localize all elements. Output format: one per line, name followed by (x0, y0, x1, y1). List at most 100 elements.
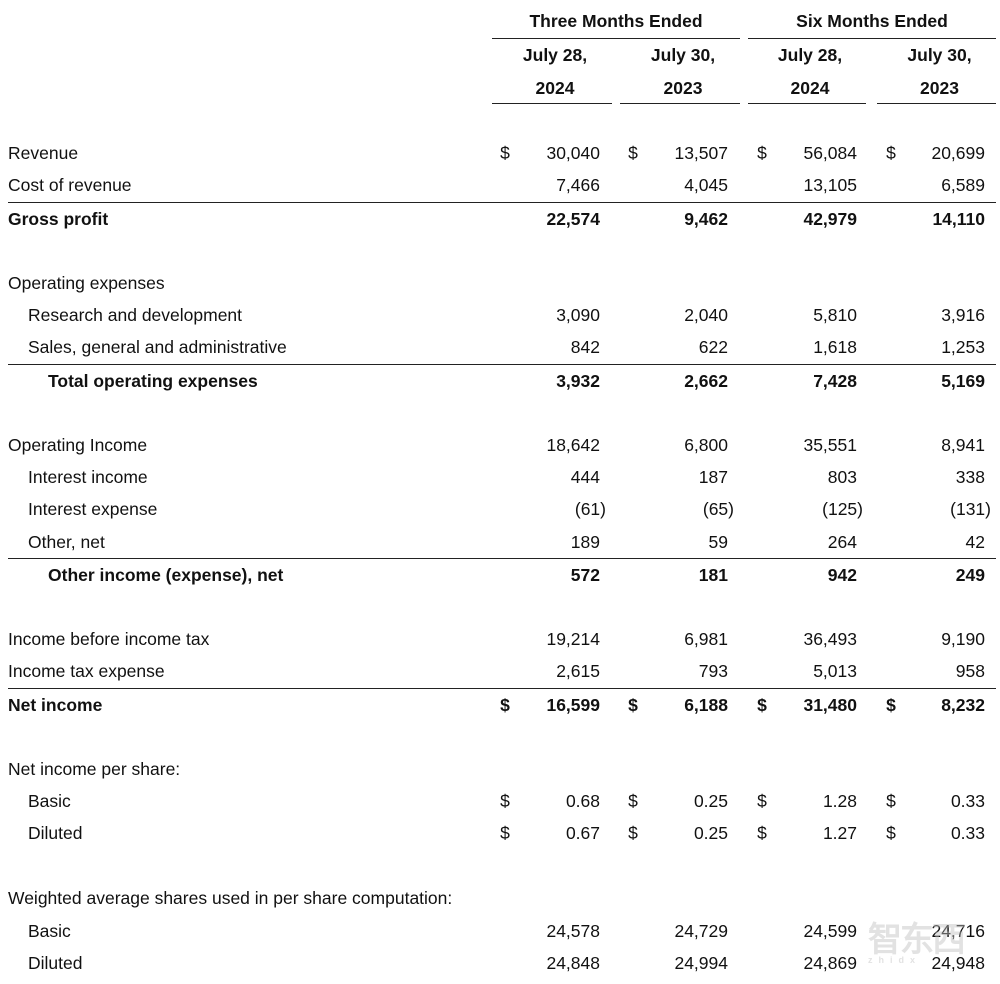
cell-value: 5,810 (813, 305, 857, 325)
cell-value: 7,466 (556, 175, 600, 196)
group-header-six-months: Six Months Ended (796, 11, 948, 31)
cell-value: (65) (702, 499, 734, 520)
cell-value: 6,981 (684, 629, 728, 649)
table-row: Other income (expense), net 572 181 942 249 (8, 558, 996, 590)
currency-symbol: $ (886, 823, 896, 844)
cell-value: 189 (570, 531, 600, 552)
table-row: Interest income 444 187 803 338 (0, 461, 1000, 493)
cell-value: 3,916 (941, 305, 985, 325)
cell-value: 0.68 (565, 791, 600, 811)
row-label: Basic (28, 791, 71, 811)
cell-value: 338 (955, 467, 985, 487)
column-header-date: July 30, (650, 45, 716, 65)
cell-value: 14,110 (932, 208, 985, 229)
cell-value: 8,232 (941, 694, 985, 715)
cell-value: 42 (965, 531, 985, 552)
cell-value: 793 (698, 661, 728, 682)
row-label: Research and development (28, 305, 243, 325)
currency-symbol: $ (757, 823, 767, 844)
currency-symbol: $ (628, 143, 638, 163)
group-rule (748, 38, 996, 39)
cell-value: 1.28 (822, 791, 857, 811)
cell-value: 3,090 (556, 305, 600, 325)
cell-value: 264 (827, 531, 857, 552)
currency-symbol: $ (500, 791, 510, 811)
cell-value: 16,599 (546, 694, 600, 715)
cell-value: (131) (950, 499, 991, 520)
column-rule (492, 103, 612, 104)
row-label: Weighted average shares used in per shar… (8, 888, 453, 909)
table-row: Revenue $30,040 $13,507 $56,084 $20,699 (0, 137, 1000, 169)
cell-value: 13,507 (674, 143, 728, 163)
table-row: Net income $16,599 $6,188 $31,480 $8,232 (8, 687, 996, 720)
row-label: Revenue (8, 143, 79, 163)
currency-symbol: $ (757, 143, 767, 163)
row-label: Diluted (28, 823, 83, 844)
cell-value: 24,716 (931, 920, 985, 941)
row-label: Total operating expenses (48, 370, 258, 391)
column-header-date: July 28, (777, 45, 843, 65)
column-header-date: July 28, (522, 45, 588, 65)
cell-value: 842 (570, 337, 600, 358)
cell-value: 24,994 (674, 953, 728, 973)
cell-value: 1,253 (941, 337, 985, 358)
cell-value: (125) (822, 499, 863, 520)
currency-symbol: $ (628, 791, 638, 811)
cell-value: 1,618 (813, 337, 857, 358)
row-label: Other, net (28, 531, 105, 552)
cell-value: 6,800 (684, 434, 728, 455)
row-label: Net income per share: (8, 758, 181, 779)
cell-value: 7,428 (813, 370, 857, 391)
cell-value: 2,040 (684, 305, 728, 325)
cell-value: 24,729 (674, 920, 728, 941)
table-row: Sales, general and administrative 842 622 1… (0, 331, 1000, 363)
table-row: Research and development 3,090 2,040 5,810 3… (0, 299, 1000, 331)
cell-value: (61) (574, 499, 606, 520)
table-row: Basic 24,578 24,729 24,599 24,716 (0, 915, 1000, 947)
currency-symbol: $ (886, 694, 896, 715)
cell-value: 0.33 (950, 823, 985, 844)
table-row: Weighted average shares used in per shar… (0, 882, 1000, 914)
table-row: Basic $0.68 $0.25 $1.28 $0.33 (0, 785, 1000, 817)
table-row: Net income per share: (0, 753, 1000, 785)
currency-symbol: $ (757, 694, 767, 715)
currency-symbol: $ (886, 143, 896, 163)
row-label: Interest expense (28, 499, 158, 520)
group-rule (492, 38, 740, 39)
currency-symbol: $ (500, 694, 510, 715)
table-row: Income tax expense 2,615 793 5,013 958 (0, 655, 1000, 687)
row-label: Basic (28, 920, 71, 941)
currency-symbol: $ (500, 143, 510, 163)
currency-symbol: $ (886, 791, 896, 811)
table-row: Other, net 189 59 264 42 (0, 526, 1000, 558)
cell-value: 3,932 (556, 370, 600, 391)
cell-value: 24,848 (546, 953, 600, 973)
cell-value: 958 (955, 661, 985, 682)
table-row: Diluted $0.67 $0.25 $1.27 $0.33 (0, 817, 1000, 849)
table-row: Operating expenses (0, 267, 1000, 299)
cell-value: 444 (570, 467, 600, 487)
row-label: Other income (expense), net (48, 565, 284, 586)
column-header-date: July 30, (907, 45, 972, 65)
cell-value: 942 (827, 565, 857, 586)
cell-value: 24,578 (546, 920, 600, 941)
cell-value: 19,214 (546, 629, 600, 649)
row-label: Gross profit (8, 208, 109, 229)
cell-value: 24,599 (803, 920, 857, 941)
cell-value: 8,941 (941, 434, 985, 455)
cell-value: 181 (698, 565, 728, 586)
cell-value: 13,105 (803, 175, 857, 196)
table-row: Interest expense (61) (65) (125) (131) (0, 493, 1000, 525)
column-rule (620, 103, 740, 104)
table-row: Income before income tax 19,214 6,981 36,49… (0, 623, 1000, 655)
row-label: Net income (8, 694, 103, 715)
cell-value: 18,642 (546, 434, 600, 455)
row-label: Operating Income (8, 434, 148, 455)
row-label: Income tax expense (8, 661, 165, 682)
cell-value: 1.27 (822, 823, 857, 844)
table-row: Cost of revenue 7,466 4,045 13,105 6,589 (0, 169, 1000, 201)
cell-value: 9,462 (684, 208, 728, 229)
table-row: Gross profit 22,574 9,462 42,979 14,110 (8, 201, 996, 234)
column-header-year: 2024 (790, 78, 830, 98)
cell-value: 56,084 (803, 143, 857, 163)
